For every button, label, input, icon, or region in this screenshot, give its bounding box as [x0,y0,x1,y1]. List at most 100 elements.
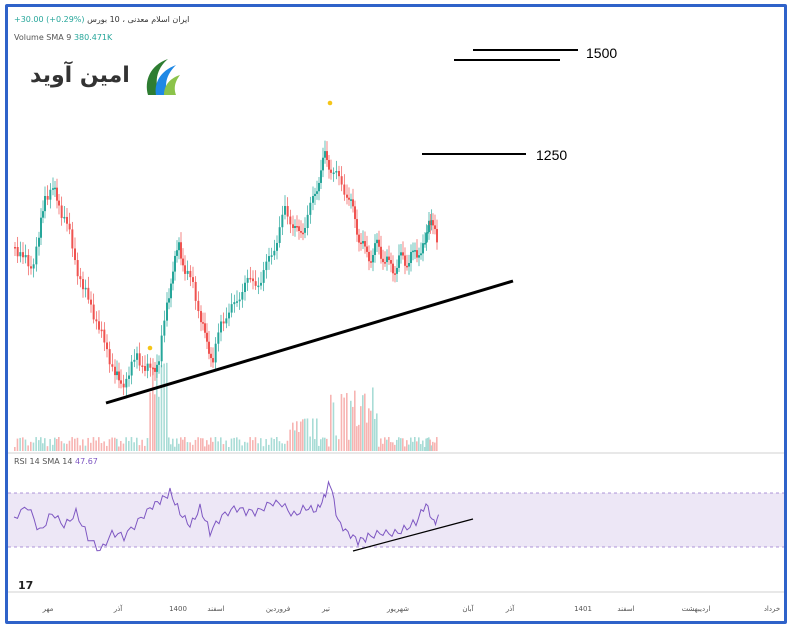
candle-body [424,243,426,245]
volume-bar [350,400,352,451]
volume-bar [42,443,44,451]
volume-bar [254,437,257,451]
volume-indicator-value: 380.471K [73,33,113,42]
candle-body [400,252,402,256]
candle-body [192,277,194,282]
x-tick-label: آذر [505,604,515,613]
volume-bar [390,442,392,451]
volume-bar [222,444,225,451]
volume-bar [166,362,168,451]
volume-bar [233,437,235,451]
candle-body [286,206,289,217]
volume-bar [366,422,368,451]
volume-bar [364,393,366,451]
volume-bar [309,436,311,451]
volume-bar [186,442,189,451]
volume-bar [197,437,199,451]
candle-body [206,332,208,342]
volume-bar [163,363,165,451]
candle-body [316,191,318,194]
candle-body [368,251,370,262]
candle-body [63,216,66,219]
candle-body [217,332,220,344]
candle-body [425,233,428,244]
x-tick-label: 1400 [169,605,187,613]
x-tick-label: اسفند [617,605,634,613]
candle-body [49,189,52,200]
candle-body [404,255,406,266]
candle-body [426,232,429,234]
tradingview-logo[interactable]: 17 [18,579,34,592]
rsi-indicator-value: 47.67 [74,457,98,466]
chart-frame: 1500 1250 مهر آذر 1400 اسفند فروردین تیر شهریو… [5,4,787,624]
volume-bar [38,440,40,451]
volume-bar [27,445,29,451]
candle-body [200,311,202,323]
volume-bar [176,438,178,451]
candle-body [376,239,378,244]
candle-body [58,200,60,206]
candle-body [246,277,249,283]
candle-body [163,320,166,336]
candlesticks [14,140,438,397]
candle-body [87,287,90,300]
volume-bar [125,437,127,451]
candle-body [241,292,244,300]
volume-indicator-label: Volume SMA 9 380.471K [14,33,112,42]
volume-bar [14,447,16,451]
volume-bar [236,437,238,451]
chart-canvas[interactable]: 1500 1250 مهر آذر 1400 اسفند فروردین تیر شهریو… [8,7,784,621]
volume-bar [149,392,151,451]
rsi-indicator-name: RSI 14 SMA 14 [14,457,73,466]
volume-bar [194,439,197,451]
volume-bar [368,408,370,451]
volume-bar [306,418,309,451]
volume-bar [182,439,184,451]
volume-bar [114,437,116,451]
candle-body [82,279,84,290]
volume-bar [74,438,76,451]
volume-bar [19,437,21,451]
volume-bar [49,439,51,451]
volume-bar [252,440,254,451]
candle-body [314,193,316,197]
candle-body [71,229,74,249]
candle-body [384,262,386,264]
volume-bar [412,441,414,451]
volume-bar [425,438,427,451]
candle-body [434,225,436,230]
volume-bar [210,437,212,451]
volume-bar [120,440,122,451]
volume-bar [106,445,108,451]
level-1250-label: 1250 [536,147,567,163]
candle-body [378,239,380,247]
volume-bar [420,444,422,451]
candle-body [335,171,338,173]
volume-bar [241,445,243,451]
candle-body [174,255,176,272]
volume-bar [273,439,275,451]
volume-bar [326,438,328,451]
candle-body [244,282,246,293]
candle-body [100,329,103,332]
candle-body [52,188,54,190]
volume-bar [281,443,283,451]
candle-body [332,172,335,175]
candle-body [358,234,360,243]
candle-body [324,151,326,158]
candle-body [128,375,130,379]
volume-bar [384,437,386,451]
volume-bar [378,446,380,451]
volume-bar [284,443,286,451]
volume-bar [302,419,304,451]
volume-bar [426,437,429,451]
volume-bar [136,437,138,451]
candle-body [330,169,332,173]
candle-body [212,358,214,363]
volume-bar [206,440,208,451]
volume-bar [118,446,120,451]
volume-bar [46,446,49,451]
candle-body [390,260,392,264]
candle-body [118,371,120,381]
candle-body [354,206,356,220]
